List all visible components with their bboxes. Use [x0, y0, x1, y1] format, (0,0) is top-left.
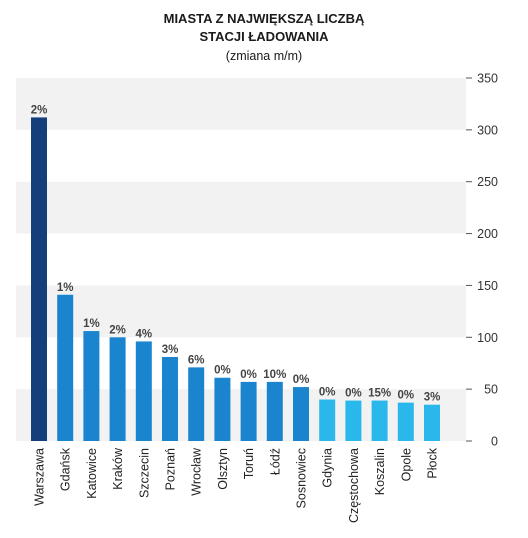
y-tick-label: 150	[477, 279, 498, 293]
y-tick-label: 250	[477, 175, 498, 189]
y-tick-label: 300	[477, 123, 498, 137]
data-label: 3%	[162, 344, 179, 356]
data-label: 1%	[83, 318, 100, 330]
y-axis: 0 50 100 150 200 250 300 350	[466, 72, 498, 449]
y-tick-label: 50	[484, 383, 498, 397]
x-tick-label: Płock	[426, 447, 440, 478]
x-tick-label: Sosnowiec	[295, 448, 309, 508]
y-tick-label: 350	[477, 72, 498, 86]
data-label: 0%	[319, 387, 336, 399]
data-label: 0%	[345, 388, 362, 400]
grid-band	[16, 285, 466, 338]
x-tick-label: Opole	[399, 448, 413, 481]
x-tick-label: Olsztyn	[216, 448, 230, 490]
bar	[135, 341, 152, 441]
data-label: 0%	[397, 390, 414, 402]
chart-title-line1: MIASTA Z NAJWIĘKSZĄ LICZBĄ	[163, 11, 365, 26]
data-label: 15%	[368, 388, 391, 400]
data-label: 1%	[57, 282, 74, 294]
x-tick-label: Gdynia	[321, 448, 335, 488]
bar	[240, 381, 257, 441]
data-labels: 2% 1% 1% 2% 4% 3% 6% 0% 0% 10% 0% 0% 0% 15% 0% 3%	[31, 104, 441, 403]
bar	[319, 399, 336, 441]
x-tick-label: Warszawa	[33, 448, 47, 506]
data-label: 0%	[240, 369, 257, 381]
x-tick-label: Łódź	[268, 448, 282, 475]
y-tick-label: 200	[477, 227, 498, 241]
data-label: 2%	[31, 104, 48, 116]
bar	[293, 387, 309, 441]
data-label: 4%	[135, 328, 152, 340]
x-tick-label: Toruń	[242, 448, 256, 479]
bar	[214, 377, 231, 441]
data-label: 3%	[424, 392, 441, 404]
bars	[31, 117, 440, 441]
grid-band	[16, 78, 466, 130]
bar	[266, 381, 283, 441]
bar	[109, 337, 126, 441]
x-tick-label: Kraków	[111, 447, 125, 490]
data-label: 0%	[293, 374, 310, 386]
bar	[57, 294, 74, 441]
bar	[188, 367, 205, 441]
x-tick-label: Szczecin	[137, 448, 151, 498]
bar	[83, 331, 100, 441]
bar	[371, 400, 388, 441]
data-label: 6%	[188, 354, 205, 366]
bar	[31, 117, 47, 441]
data-label: 0%	[214, 365, 231, 377]
bar	[345, 400, 362, 441]
x-axis: Warszawa Gdańsk Katowice Kraków Szczecin Pozn…	[33, 447, 440, 523]
x-tick-label: Gdańsk	[59, 447, 73, 491]
data-label: 10%	[263, 369, 286, 381]
x-tick-label: Koszalin	[373, 448, 387, 495]
chart-subtitle: (zmiana m/m)	[225, 49, 303, 63]
data-label: 2%	[109, 324, 126, 336]
grid-band	[16, 181, 466, 234]
bar	[162, 356, 178, 441]
bar	[424, 404, 440, 441]
y-tick-label: 0	[491, 435, 498, 449]
x-tick-label: Wrocław	[190, 447, 204, 496]
bar	[397, 402, 414, 441]
x-tick-label: Poznań	[164, 448, 178, 490]
y-tick-label: 100	[477, 331, 498, 345]
x-tick-label: Częstochowa	[347, 448, 361, 523]
chart-title-line2: STACJI ŁADOWANIA	[199, 29, 329, 44]
x-tick-label: Katowice	[85, 448, 99, 499]
